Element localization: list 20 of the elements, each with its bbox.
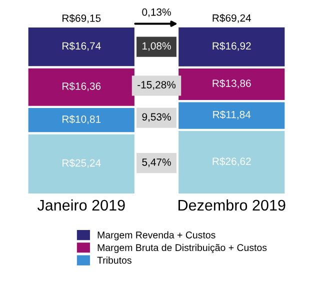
data-label: R$26,62 [212, 157, 251, 166]
x-tick-label: Dezembro 2019 [178, 199, 286, 211]
data-label: R$16,36 [62, 82, 101, 92]
legend-label: Tributos [97, 256, 132, 264]
annotation: 1,08% [142, 42, 171, 51]
x-tick-label: Janeiro 2019 [37, 199, 125, 211]
data-label: R$11,84 [213, 110, 251, 120]
annotation: -15,28% [138, 81, 176, 90]
legend-label: Margem Bruta de Distribuição + Custos [98, 244, 267, 254]
legend-label: Margem Revenda + Custos [98, 231, 216, 240]
data-label: R$25,24 [62, 158, 101, 168]
total-label: R$69,15 [62, 14, 101, 24]
data-label: R$16,74 [62, 42, 101, 51]
data-label: R$10,81 [62, 115, 101, 124]
text: 0,13% [142, 8, 171, 18]
data-label: R$13,86 [212, 79, 251, 88]
data-label: R$16,92 [212, 42, 251, 51]
total-label: R$69,24 [212, 14, 252, 23]
annotation: 9,53% [142, 113, 171, 122]
annotation: 5,47% [142, 158, 171, 168]
